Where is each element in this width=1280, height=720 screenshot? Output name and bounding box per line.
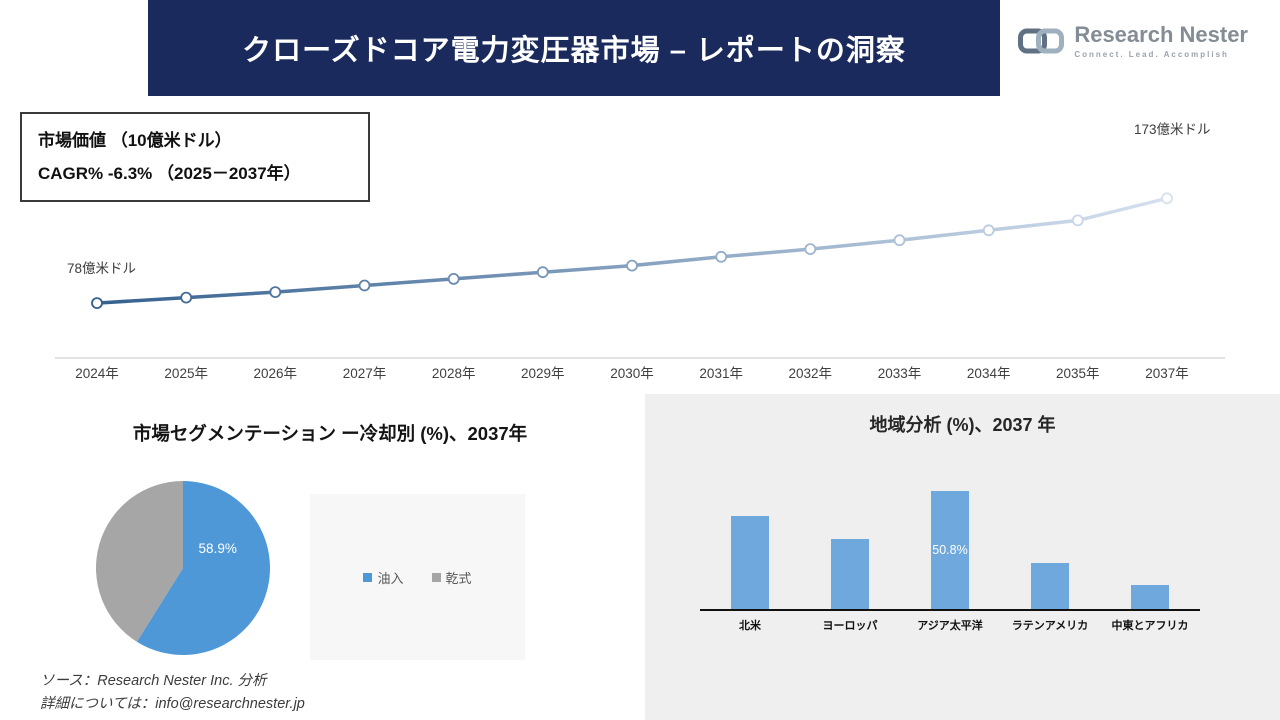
- pie-chart-title: 市場セグメンテーション ー冷却別 (%)、2037年: [132, 423, 528, 444]
- legend-swatch-icon: [363, 572, 373, 582]
- bar: 50.8%: [931, 491, 969, 609]
- bar-category-label: 北米: [739, 620, 761, 632]
- line-marker: [91, 297, 103, 310]
- x-axis-tick-label: 2034年: [967, 366, 1011, 381]
- bar-category-label: アジア太平洋: [917, 620, 983, 632]
- regional-bar-chart: 50.8%: [700, 481, 1200, 611]
- bar: [1031, 562, 1069, 609]
- bar-column: [1100, 481, 1200, 609]
- market-value-box: 市場価値 （10億米ドル） CAGR% -6.3% （2025－2037年）: [20, 112, 370, 203]
- end-value-label: 173億米ドル: [1134, 122, 1211, 137]
- x-axis-tick-label: 2024年: [75, 366, 119, 381]
- company-logo: Research Nester Connect. Lead. Accomplis…: [1017, 24, 1248, 59]
- line-marker: [715, 250, 728, 263]
- x-axis-tick-label: 2033年: [878, 366, 922, 381]
- pie-legend: 油入 乾式: [363, 568, 472, 587]
- line-marker: [804, 243, 817, 256]
- x-axis-tick-label: 2029年: [521, 366, 565, 381]
- logo-name: Research Nester: [1074, 22, 1248, 47]
- trend-line: [96, 196, 1168, 305]
- segmentation-pie-chart: 58.9%: [96, 481, 271, 655]
- bar-column: [700, 481, 800, 609]
- bar-category-label: ラテンアメリカ: [1011, 620, 1089, 632]
- bar-column: 50.8%: [900, 481, 1000, 609]
- line-marker: [447, 272, 460, 285]
- page-title: クローズドコア電力変圧器市場 – レポートの洞察: [242, 35, 906, 67]
- x-axis-tick-label: 2032年: [789, 366, 833, 381]
- bar: [731, 516, 769, 609]
- line-marker: [1161, 192, 1173, 205]
- pie-data-label: 58.9%: [199, 541, 237, 556]
- bar-chart-title: 地域分析 (%)、2037 年: [869, 415, 1056, 435]
- line-marker: [626, 259, 638, 272]
- line-chart-svg: 2024年 2025年 2026年 2027年 2028年 2029年 2030年 2031年…: [55, 122, 1225, 381]
- start-value-label: 78億米ドル: [67, 261, 136, 276]
- bar-category-label: ヨーロッパ: [822, 620, 878, 632]
- legend-item: 油入: [363, 568, 404, 587]
- header-banner: クローズドコア電力変圧器市場 – レポートの洞察: [148, 0, 1000, 96]
- bar: [831, 539, 869, 609]
- x-axis-tick-label: 2026年: [254, 366, 298, 381]
- pie-slice: [136, 481, 271, 655]
- line-marker: [536, 266, 549, 279]
- pie-slice: [96, 481, 183, 642]
- bar-data-label: 50.8%: [932, 543, 968, 557]
- legend-swatch-icon: [431, 572, 441, 582]
- regional-analysis-panel: 地域分析 (%)、2037 年 50.8% 北米 ヨーロッパ アジア太平洋 ラテンアメ…: [645, 394, 1280, 720]
- market-value-label: 市場価値 （10億米ドル）: [38, 131, 232, 150]
- x-axis-tick-label: 2025年: [164, 366, 208, 381]
- x-axis-tick-label: 2031年: [699, 366, 743, 381]
- chain-link-icon: [1018, 28, 1065, 54]
- logo-text: Research Nester Connect. Lead. Accomplis…: [1074, 22, 1248, 60]
- x-axis-tick-label: 2028年: [432, 366, 476, 381]
- pie-legend-box: 油入 乾式: [310, 494, 525, 660]
- bar-column: [800, 481, 900, 609]
- line-marker: [893, 234, 906, 247]
- bar-category-labels: 北米 ヨーロッパ アジア太平洋 ラテンアメリカ 中東とアフリカ: [700, 617, 1200, 633]
- cagr-label: CAGR% -6.3% （2025－2037年）: [38, 164, 301, 184]
- line-marker: [180, 291, 193, 304]
- line-marker: [269, 286, 282, 299]
- market-growth-line-chart: 2024年 2025年 2026年 2027年 2028年 2029年 2030年 2031年…: [55, 108, 1225, 398]
- source-line: ソース：Research Nester Inc. 分析: [40, 673, 267, 689]
- line-marker: [358, 279, 371, 292]
- line-marker: [1071, 214, 1084, 227]
- x-axis-tick-label: 2037年: [1145, 366, 1189, 381]
- x-axis-tick-label: 2027年: [343, 366, 387, 381]
- contact-line: 詳細については：info@researchnester.jp: [40, 696, 305, 713]
- bar-column: [1000, 481, 1100, 609]
- bar: [1131, 584, 1169, 609]
- logo-tagline: Connect. Lead. Accomplish: [1074, 50, 1229, 59]
- x-axis-tick-label: 2035年: [1056, 366, 1100, 381]
- source-note: ソース：Research Nester Inc. 分析 詳細については：info…: [40, 670, 305, 717]
- x-axis-tick-label: 2030年: [610, 366, 654, 381]
- line-marker: [982, 224, 995, 237]
- legend-item: 乾式: [431, 568, 472, 587]
- bar-category-label: 中東とアフリカ: [1111, 620, 1189, 632]
